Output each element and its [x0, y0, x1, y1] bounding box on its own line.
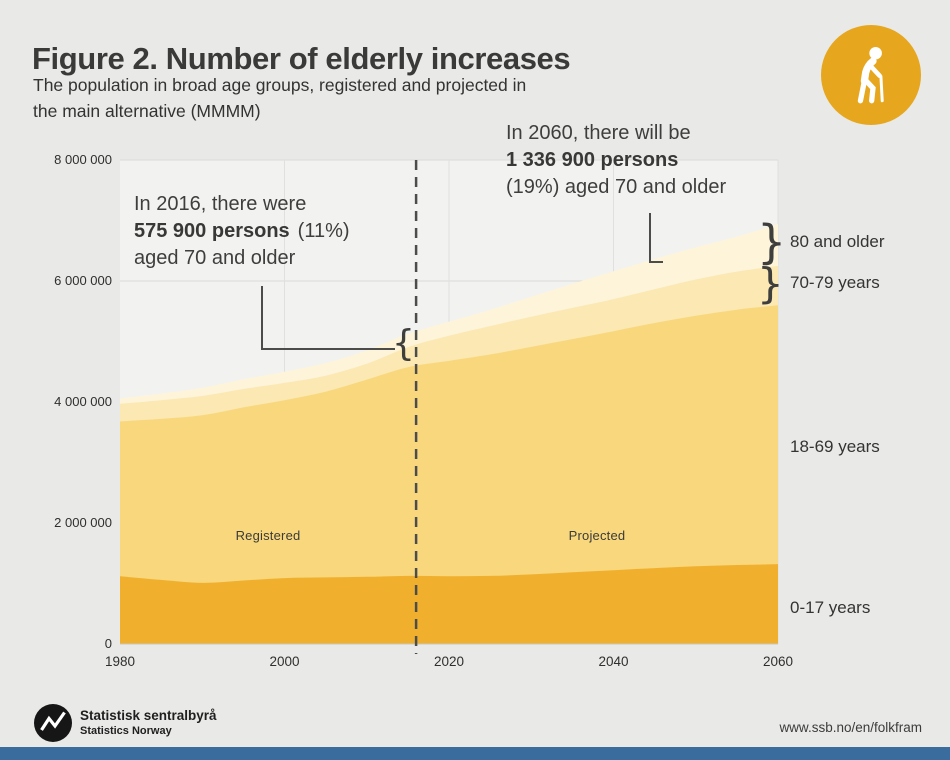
- projected-region-label: Projected: [568, 528, 626, 543]
- annotation-2016-line2: 575 900 persons (11%): [134, 218, 350, 245]
- figure-title: Figure 2. Number of elderly increases: [32, 40, 571, 76]
- footer-organization: Statistisk sentralbyrå Statistics Norway: [80, 708, 217, 737]
- annotation-2016-value: 575 900 persons: [134, 220, 290, 242]
- x-tick-label: 2040: [598, 654, 629, 669]
- annotation-2060: In 2060, there will be 1 336 900 persons…: [506, 120, 726, 201]
- y-tick-label: 2 000 000: [54, 515, 112, 530]
- y-tick-label: 6 000 000: [54, 273, 112, 288]
- annotation-2060-line1: In 2060, there will be: [506, 122, 691, 144]
- bottom-accent-bar: [0, 747, 950, 760]
- figure-subtitle: The population in broad age groups, regi…: [33, 72, 526, 124]
- band-label-18-69-years: 18-69 years: [790, 437, 880, 456]
- figure-subtitle-line1: The population in broad age groups, regi…: [33, 75, 527, 95]
- elderly-person-cane-icon: [857, 46, 884, 104]
- annotation-2060-line3: (19%) aged 70 and older: [506, 176, 727, 198]
- stacked-area-chart: [120, 159, 779, 654]
- elderly-icon-badge: [821, 25, 921, 125]
- y-tick-label: 8 000 000: [54, 152, 112, 167]
- annotation-2016-connector-line: [261, 286, 395, 350]
- band-label-70-79-years: 70-79 years: [790, 273, 880, 292]
- annotation-2016-line3: aged 70 and older: [134, 247, 296, 269]
- band-label-80-and-older: 80 and older: [790, 232, 885, 251]
- annotation-2060-connector-line: [649, 213, 663, 263]
- x-tick-label: 2000: [269, 654, 300, 669]
- registered-region-label: Registered: [235, 528, 301, 543]
- annotation-2016-percent: (11%): [297, 220, 350, 242]
- annotation-2016-line1: In 2016, there were: [134, 193, 307, 215]
- annotation-2060-value: 1 336 900 persons: [506, 149, 679, 171]
- area-band-18-69-years: [120, 305, 778, 644]
- annotation-2016-brace: {: [392, 323, 415, 364]
- y-tick-label: 0: [104, 636, 112, 651]
- x-tick-label: 1980: [104, 654, 136, 669]
- x-tick-label: 2060: [762, 654, 794, 669]
- ssb-logo: [34, 704, 72, 742]
- band-label-0-17-years: 0-17 years: [790, 598, 871, 617]
- area-band-0-17-years: [120, 564, 778, 644]
- y-tick-label: 4 000 000: [54, 394, 112, 409]
- brace-70-79-years: }: [757, 259, 784, 308]
- annotation-2016: In 2016, there were 575 900 persons (11%)…: [134, 191, 350, 272]
- org-name-english: Statistics Norway: [80, 725, 172, 737]
- org-name-norwegian: Statistisk sentralbyrå: [80, 708, 217, 723]
- figure-subtitle-line2: the main alternative (MMMM): [33, 101, 261, 121]
- footer-url-link[interactable]: www.ssb.no/en/folkfram: [779, 720, 922, 735]
- brace-80-and-older: }: [757, 215, 787, 269]
- x-tick-label: 2020: [433, 654, 465, 669]
